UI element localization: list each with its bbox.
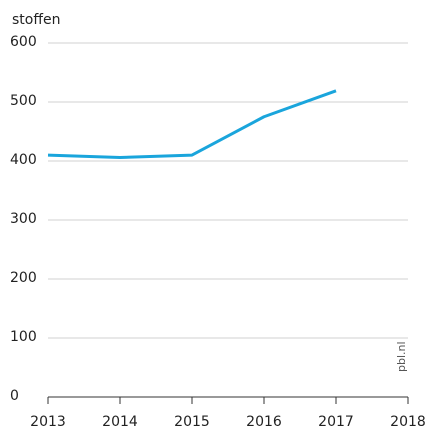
x-tick-label: 2018 <box>390 414 426 430</box>
y-tick-label: 200 <box>10 270 37 286</box>
x-tick-label: 2017 <box>318 414 354 430</box>
y-tick-label: 300 <box>10 211 37 227</box>
source: pbl.nl <box>395 341 408 372</box>
y-tick-label: 500 <box>10 93 37 109</box>
x-tick-label: 2014 <box>102 414 138 430</box>
y-tick-label: 0 <box>10 388 19 404</box>
x-tick-label: 2013 <box>30 414 66 430</box>
y-tick-label: 600 <box>10 34 37 50</box>
y-axis-label: stoffen <box>12 12 60 28</box>
line <box>47 89 337 159</box>
y-tick-label: 400 <box>10 152 37 168</box>
y-tick-label: 100 <box>10 329 37 345</box>
x-tick-label: 2015 <box>174 414 210 430</box>
x-tick-label: 2016 <box>246 414 282 430</box>
